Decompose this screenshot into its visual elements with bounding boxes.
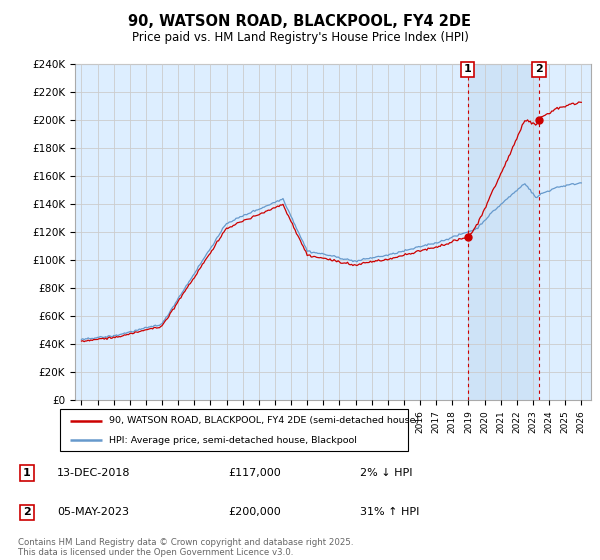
Text: 1: 1 (464, 64, 472, 74)
FancyBboxPatch shape (60, 409, 408, 451)
Text: 31% ↑ HPI: 31% ↑ HPI (360, 507, 419, 517)
Text: £117,000: £117,000 (228, 468, 281, 478)
Text: £200,000: £200,000 (228, 507, 281, 517)
Text: 1: 1 (23, 468, 31, 478)
Text: 2: 2 (535, 64, 543, 74)
Text: Contains HM Land Registry data © Crown copyright and database right 2025.
This d: Contains HM Land Registry data © Crown c… (18, 538, 353, 557)
Text: 90, WATSON ROAD, BLACKPOOL, FY4 2DE (semi-detached house): 90, WATSON ROAD, BLACKPOOL, FY4 2DE (sem… (109, 416, 419, 425)
Text: 90, WATSON ROAD, BLACKPOOL, FY4 2DE: 90, WATSON ROAD, BLACKPOOL, FY4 2DE (128, 14, 472, 29)
Text: 2% ↓ HPI: 2% ↓ HPI (360, 468, 413, 478)
Bar (468, 64, 539, 400)
Text: 13-DEC-2018: 13-DEC-2018 (57, 468, 131, 478)
Text: HPI: Average price, semi-detached house, Blackpool: HPI: Average price, semi-detached house,… (109, 436, 356, 445)
Text: 05-MAY-2023: 05-MAY-2023 (57, 507, 129, 517)
Text: Price paid vs. HM Land Registry's House Price Index (HPI): Price paid vs. HM Land Registry's House … (131, 31, 469, 44)
Text: 2: 2 (23, 507, 31, 517)
